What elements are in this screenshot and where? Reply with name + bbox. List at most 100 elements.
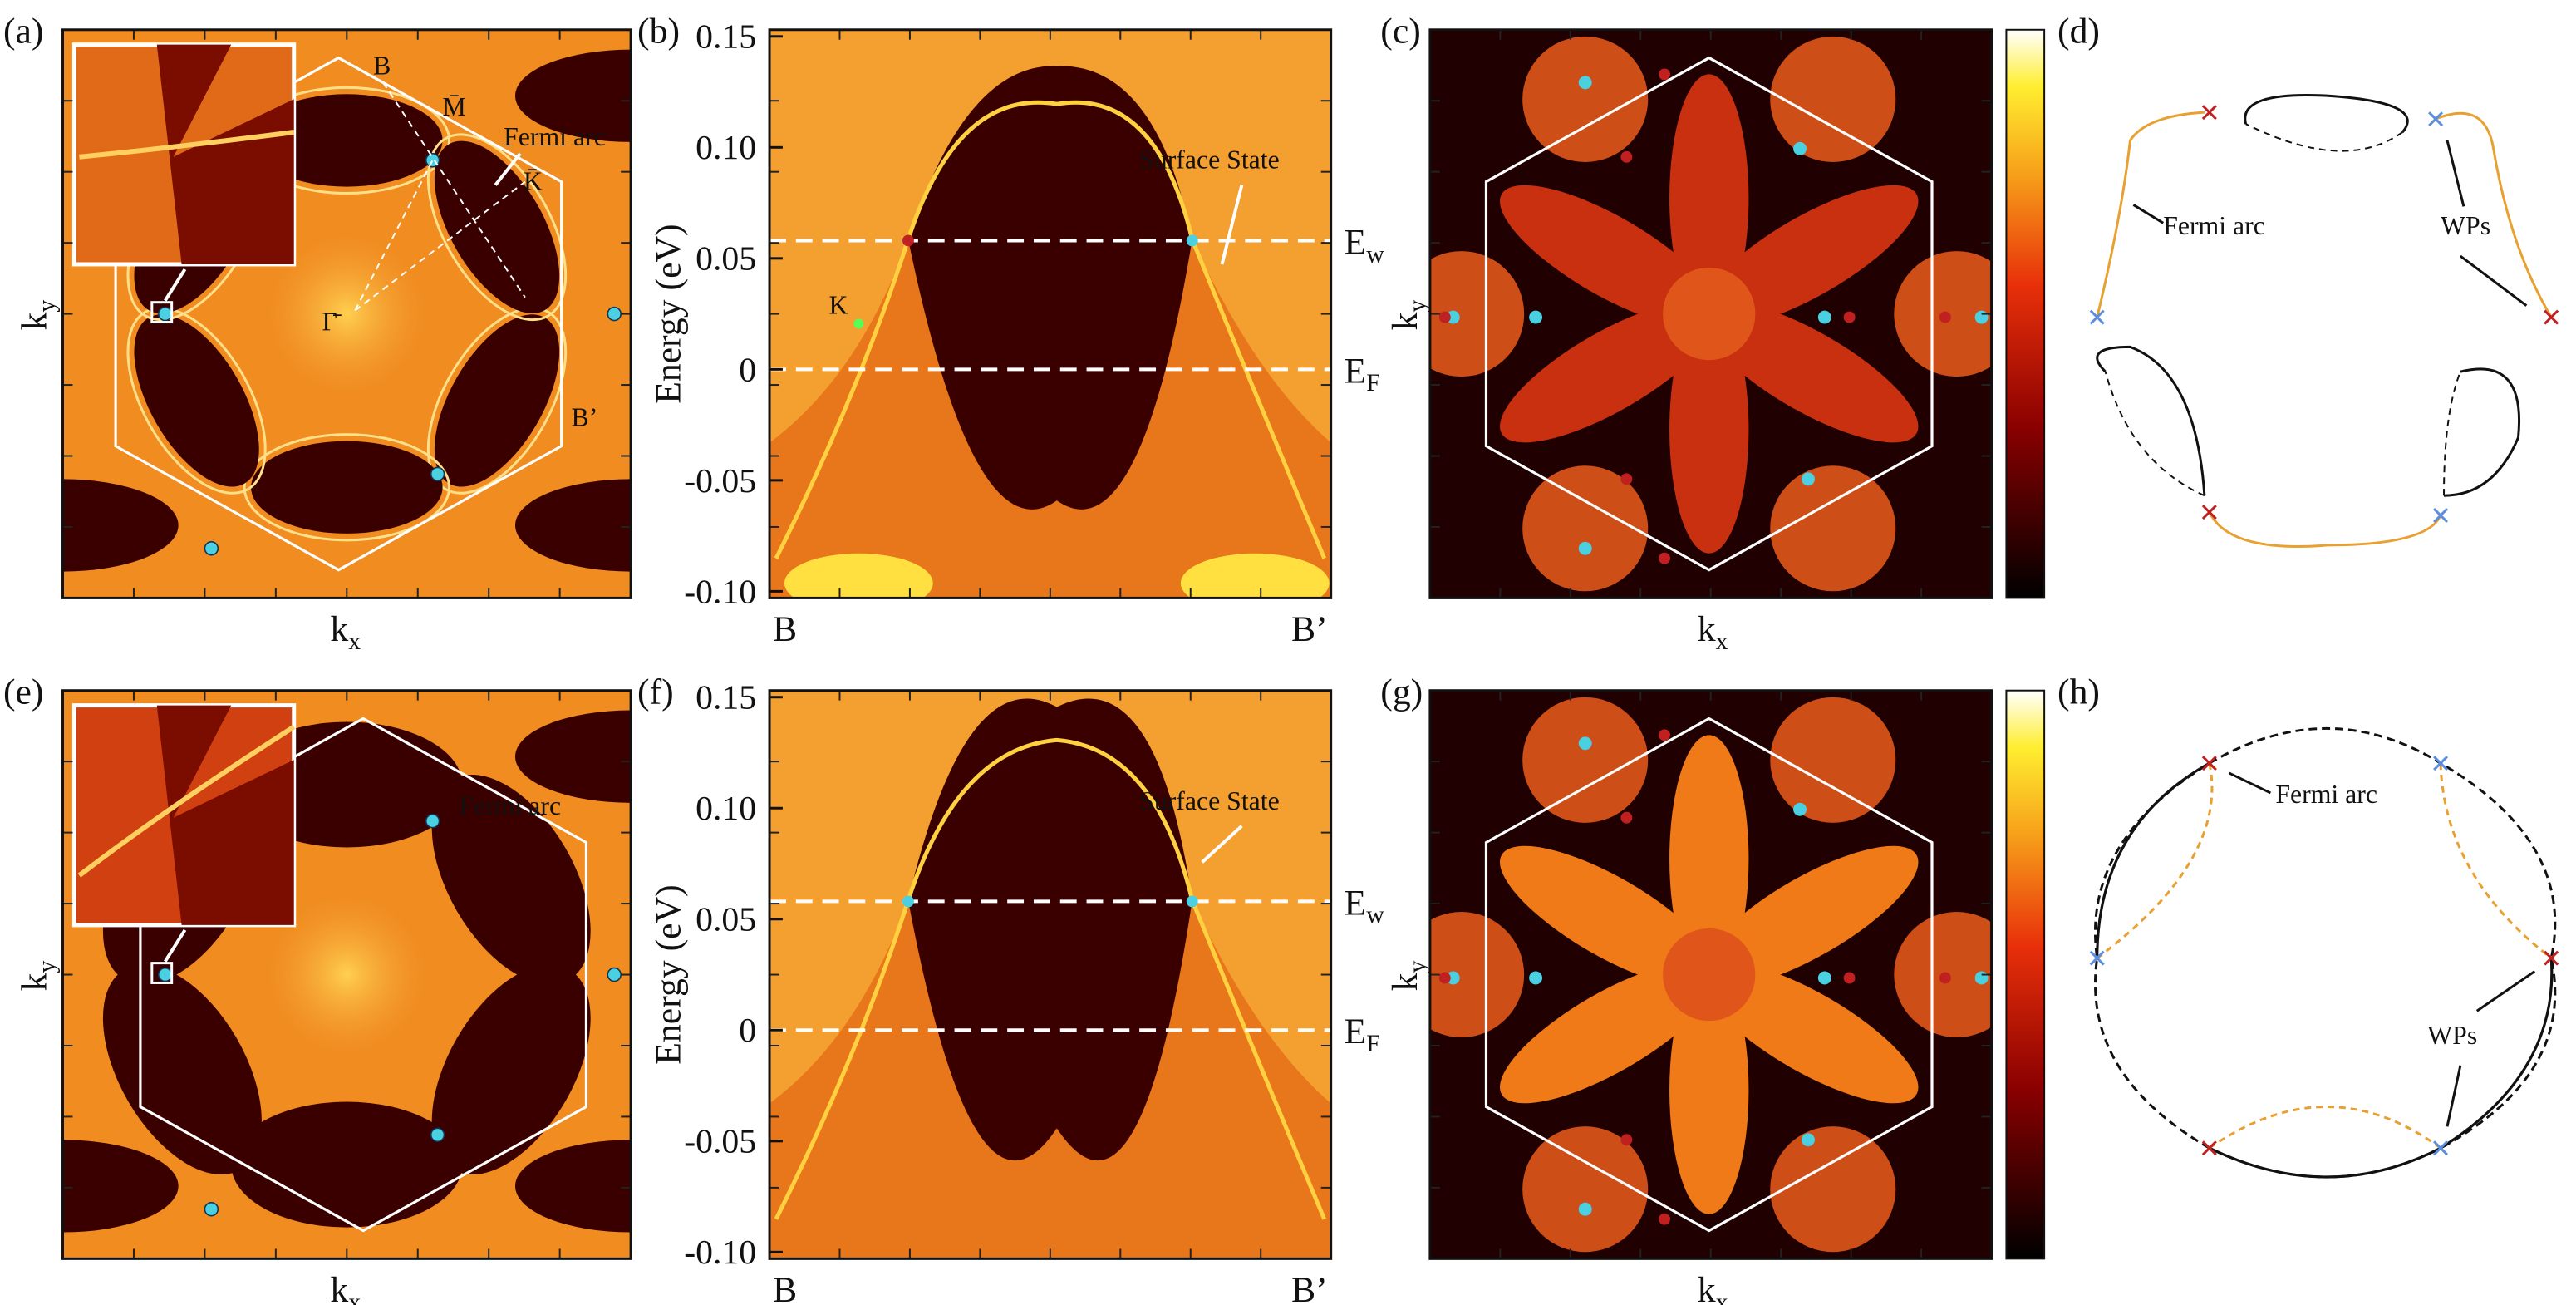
dark-pocket bbox=[251, 94, 443, 187]
frame bbox=[1428, 28, 1993, 599]
inset-arc bbox=[77, 724, 296, 878]
petal bbox=[1669, 305, 1749, 554]
level-label-base: E bbox=[1345, 222, 1367, 262]
annotation: Fermi arc bbox=[2163, 211, 2265, 240]
arc-line bbox=[126, 307, 267, 495]
x-tick-label: B bbox=[773, 1270, 797, 1305]
petal bbox=[1699, 961, 1919, 1104]
point-label: M̄ bbox=[443, 92, 466, 121]
pocket bbox=[1894, 251, 1992, 377]
x-axis-label-base: k bbox=[330, 609, 348, 649]
weyl-point bbox=[1620, 150, 1633, 163]
petal bbox=[1500, 961, 1718, 1104]
frame bbox=[768, 28, 1333, 599]
pocket bbox=[1522, 697, 1649, 823]
panel-content bbox=[769, 29, 1331, 598]
annotation: Fermi arc bbox=[504, 122, 606, 151]
y-tick-label: -0.05 bbox=[684, 1123, 756, 1161]
annotation-arrow bbox=[2229, 771, 2272, 795]
point-label: K̄ bbox=[524, 167, 543, 196]
pocket-dash bbox=[2443, 371, 2461, 496]
dark-pocket bbox=[515, 710, 632, 803]
x-axis-label: kx bbox=[1698, 609, 1728, 655]
k-point bbox=[853, 318, 864, 329]
pocket bbox=[2444, 367, 2520, 497]
panel-label: (b) bbox=[637, 12, 680, 52]
panel-label: (e) bbox=[3, 672, 44, 712]
x-axis-label-sub: x bbox=[1716, 628, 1728, 655]
frame bbox=[768, 689, 1333, 1260]
y-tick-label: 0.15 bbox=[696, 18, 756, 57]
inset-arrow bbox=[164, 928, 187, 963]
annotation-arrow bbox=[494, 152, 522, 186]
y-axis-label-base: k bbox=[1385, 973, 1425, 991]
bulk-bright bbox=[1180, 553, 1330, 598]
dark-pocket bbox=[134, 314, 259, 487]
weyl-point bbox=[1939, 311, 1951, 323]
annotation: Surface State bbox=[1139, 786, 1280, 815]
annotation: Fermi arc bbox=[459, 791, 561, 820]
x-axis-label-sub: x bbox=[348, 628, 361, 655]
weyl-point bbox=[1843, 972, 1856, 984]
x-axis-label-base: k bbox=[1698, 1270, 1716, 1305]
weyl-point bbox=[1802, 1133, 1815, 1147]
y-tick-label: 0.10 bbox=[696, 790, 756, 828]
fermi-arc bbox=[2096, 762, 2553, 1150]
pocket bbox=[1770, 697, 1896, 823]
arc-line bbox=[243, 433, 451, 542]
fermi-arc bbox=[2208, 511, 2442, 548]
petal bbox=[1669, 735, 1749, 983]
weyl-point bbox=[607, 967, 622, 982]
panel-content bbox=[62, 690, 632, 1259]
panel-content bbox=[62, 29, 632, 598]
y-tick-label: -0.10 bbox=[684, 573, 756, 611]
y-axis-label-sub: y bbox=[33, 961, 61, 973]
weyl-point bbox=[1843, 311, 1856, 323]
pocket bbox=[1770, 465, 1896, 592]
center bbox=[1663, 928, 1756, 1022]
weyl-point bbox=[1578, 1202, 1592, 1216]
y-tick-label: 0 bbox=[739, 351, 756, 389]
bulk-bright bbox=[784, 553, 933, 598]
x-tick-label: B’ bbox=[1291, 609, 1328, 649]
weyl-point bbox=[2201, 505, 2217, 520]
inset-arc bbox=[79, 130, 295, 160]
level-label: EF bbox=[1345, 351, 1380, 396]
inset-marker bbox=[150, 301, 174, 324]
pocket bbox=[2244, 94, 2409, 133]
weyl-point bbox=[1817, 310, 1831, 324]
weyl-point bbox=[1659, 1213, 1671, 1225]
x-axis-label-base: k bbox=[1698, 609, 1716, 649]
dark-pocket bbox=[62, 479, 179, 572]
pocket bbox=[1429, 912, 1525, 1038]
level-label-sub: F bbox=[1366, 369, 1380, 396]
level-label-base: E bbox=[1345, 351, 1367, 391]
x-axis-label-sub: x bbox=[348, 1288, 361, 1305]
pocket-dash bbox=[2104, 371, 2205, 497]
petal bbox=[1669, 74, 1749, 323]
point-label: B bbox=[373, 51, 391, 80]
annotation-arrow bbox=[1220, 185, 1244, 265]
annotation-arrow bbox=[2446, 1065, 2462, 1127]
level-label: Ew bbox=[1345, 222, 1385, 268]
pocket bbox=[1429, 251, 1525, 377]
petal bbox=[1500, 300, 1718, 443]
panel-label: (a) bbox=[3, 12, 44, 52]
pocket bbox=[1522, 36, 1649, 162]
y-axis-label-sub: y bbox=[1404, 961, 1431, 973]
y-tick-label: 0.05 bbox=[696, 901, 756, 939]
level-label-base: E bbox=[1345, 1012, 1367, 1051]
y-axis-label: ky bbox=[1385, 961, 1431, 992]
dark-pocket bbox=[515, 1140, 632, 1233]
weyl-point bbox=[1446, 310, 1460, 324]
arc-line bbox=[426, 307, 568, 495]
dark-pocket bbox=[251, 441, 443, 534]
dark-pocket bbox=[431, 964, 591, 1175]
y-axis-label-sub: y bbox=[33, 300, 61, 313]
colorbar bbox=[2005, 28, 2046, 599]
weyl-point bbox=[2433, 1140, 2449, 1156]
bz-path bbox=[354, 81, 526, 312]
y-tick-label: 0.10 bbox=[696, 129, 756, 167]
panel-label: (g) bbox=[1380, 672, 1423, 712]
frame bbox=[61, 28, 632, 599]
